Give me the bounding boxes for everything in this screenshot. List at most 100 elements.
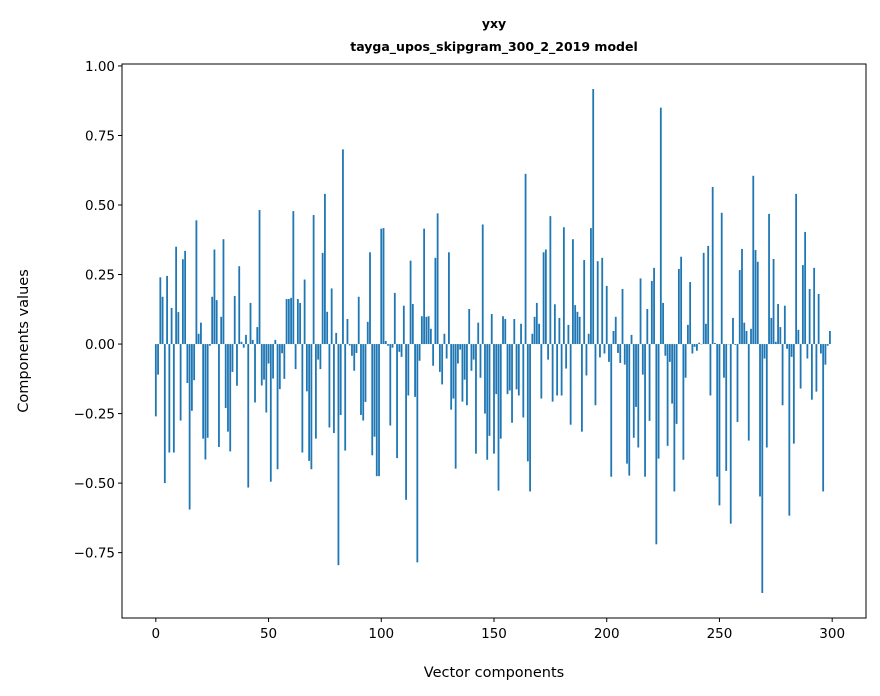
bar-103 <box>387 344 389 346</box>
bar-278 <box>781 344 784 406</box>
bar-288 <box>804 231 807 345</box>
bar-32 <box>227 344 229 432</box>
bar-36 <box>236 344 238 386</box>
bar-239 <box>693 344 696 347</box>
bar-216 <box>641 344 644 375</box>
bar-126 <box>438 344 441 372</box>
bar-129 <box>445 344 448 359</box>
bar-102 <box>384 341 387 345</box>
bar-276 <box>777 304 779 345</box>
bar-192 <box>587 333 590 345</box>
bar-0 <box>154 344 157 417</box>
y-tick-label: −0.50 <box>74 476 115 492</box>
bar-176 <box>551 344 554 402</box>
bar-169 <box>535 302 538 345</box>
bar-118 <box>420 316 423 345</box>
bar-141 <box>472 344 475 360</box>
bar-273 <box>770 317 773 345</box>
bar-75 <box>324 193 326 345</box>
bar-76 <box>326 311 329 345</box>
bar-64 <box>299 302 302 345</box>
bar-120 <box>425 316 428 345</box>
bar-210 <box>628 344 631 476</box>
bar-111 <box>405 344 407 500</box>
bar-171 <box>540 344 543 399</box>
bar-57 <box>283 344 286 379</box>
bars-group <box>154 89 831 593</box>
y-axis-label: Components values <box>16 269 32 413</box>
bar-100 <box>380 228 383 345</box>
bar-253 <box>725 344 728 471</box>
bar-268 <box>759 344 761 497</box>
bar-3 <box>161 296 164 345</box>
bar-33 <box>229 344 232 452</box>
bar-250 <box>718 344 721 506</box>
bar-289 <box>806 344 809 359</box>
bar-143 <box>477 322 480 345</box>
bar-72 <box>317 344 320 360</box>
bar-246 <box>709 344 712 396</box>
bar-241 <box>698 342 701 345</box>
bar-270 <box>763 344 766 359</box>
bar-228 <box>668 344 671 362</box>
bar-10 <box>177 312 180 345</box>
bar-227 <box>666 344 669 446</box>
bar-65 <box>301 344 304 453</box>
bar-190 <box>583 260 586 345</box>
bar-218 <box>646 309 649 345</box>
bar-22 <box>204 344 207 460</box>
bar-136 <box>461 344 464 402</box>
bar-13 <box>184 250 187 345</box>
bar-298 <box>826 344 829 346</box>
bar-106 <box>393 292 396 345</box>
bar-274 <box>772 258 775 345</box>
bar-243 <box>702 252 705 345</box>
bar-256 <box>732 317 734 345</box>
bar-290 <box>808 288 811 345</box>
bar-11 <box>179 344 182 421</box>
bar-266 <box>754 250 757 345</box>
bar-159 <box>513 319 516 345</box>
x-tick-label: 0 <box>152 626 161 642</box>
bar-139 <box>468 309 471 345</box>
bar-1 <box>157 344 159 375</box>
bar-191 <box>585 344 588 376</box>
bar-55 <box>278 344 281 390</box>
bar-161 <box>517 344 520 396</box>
bar-113 <box>409 260 412 345</box>
bar-21 <box>202 344 205 439</box>
bar-248 <box>714 342 716 345</box>
bar-86 <box>348 344 351 346</box>
bar-271 <box>765 344 768 448</box>
bar-101 <box>382 228 385 345</box>
bar-140 <box>470 344 473 371</box>
bar-88 <box>353 344 356 371</box>
bar-155 <box>504 319 507 345</box>
bar-28 <box>218 344 220 447</box>
bar-212 <box>632 344 635 438</box>
bar-277 <box>779 327 782 345</box>
bar-25 <box>211 296 214 345</box>
bar-233 <box>680 256 683 345</box>
bar-26 <box>213 249 216 345</box>
bar-261 <box>743 322 746 345</box>
bar-115 <box>414 344 416 397</box>
bar-62 <box>294 344 297 370</box>
bar-4 <box>163 344 166 484</box>
bar-58 <box>285 299 288 345</box>
y-tick-label: 0.75 <box>85 128 115 144</box>
bar-153 <box>499 344 502 439</box>
bar-145 <box>481 224 484 345</box>
bar-83 <box>342 149 344 345</box>
bar-9 <box>175 246 178 345</box>
bar-19 <box>197 333 200 345</box>
bar-163 <box>522 344 525 418</box>
bar-23 <box>206 344 209 438</box>
bar-61 <box>292 211 295 345</box>
bar-206 <box>619 344 622 363</box>
bar-98 <box>375 344 378 477</box>
bar-221 <box>653 267 655 345</box>
bar-27 <box>215 300 218 345</box>
x-tick-label: 150 <box>481 626 507 642</box>
bar-200 <box>605 285 608 345</box>
